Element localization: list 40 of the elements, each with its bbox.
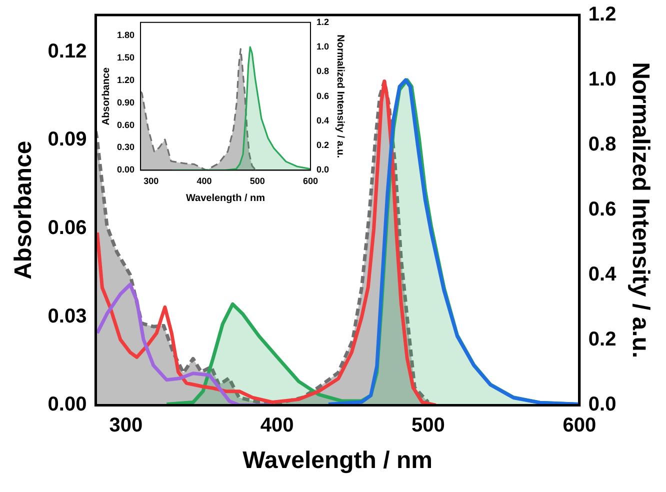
y-tick-label: 1.80 (116, 30, 135, 40)
x-tick-label: 500 (412, 414, 445, 437)
y2-axis-title: Normalized Intensity / a.u. (626, 62, 654, 358)
x-tick-label: 300 (144, 176, 159, 186)
y-tick-label: 0.60 (116, 120, 135, 130)
y-tick-label: 0.03 (48, 305, 87, 328)
y-tick-label: 0.90 (116, 97, 135, 108)
y2-tick-label: 0.2 (588, 328, 616, 351)
y-axis-title: Absorbance (100, 66, 112, 126)
y-tick-label: 0.00 (48, 394, 87, 416)
x-tick-label: 400 (196, 176, 212, 186)
y2-tick-label: 0.8 (316, 66, 330, 76)
y-axis-title: Absorbance (10, 140, 38, 280)
y-tick-label: 1.50 (116, 52, 135, 62)
x-axis-title: Wavelength / nm (242, 447, 432, 474)
x-tick-label: 600 (562, 414, 596, 437)
y-tick-label: 0.00 (116, 164, 135, 175)
y2-tick-label: 0.0 (588, 394, 616, 416)
x-tick-label: 300 (109, 414, 143, 437)
x-tick-label: 400 (260, 414, 294, 437)
y-tick-label: 0.30 (116, 142, 135, 152)
y2-tick-label: 1.0 (316, 42, 330, 52)
y2-tick-label: 1.2 (588, 4, 616, 26)
y2-tick-label: 0.4 (316, 115, 330, 126)
x-tick-label: 600 (302, 176, 318, 186)
y2-tick-label: 0.0 (316, 164, 330, 175)
y-tick-label: 0.09 (48, 128, 87, 151)
y-tick-label: 0.06 (48, 217, 87, 240)
y-tick-label: 0.12 (48, 40, 87, 62)
x-tick-label: 500 (250, 176, 265, 186)
y2-axis-title: Normalized Intensity / a.u. (334, 34, 346, 158)
x-axis-title: Wavelength / nm (186, 192, 266, 204)
y2-tick-label: 1.2 (316, 16, 330, 27)
y-tick-label: 1.20 (116, 74, 135, 85)
y2-tick-label: 0.4 (588, 264, 618, 286)
y2-tick-label: 0.6 (316, 90, 330, 101)
y2-tick-label: 1.0 (588, 68, 616, 91)
y2-tick-label: 0.2 (316, 140, 330, 150)
y2-tick-label: 0.6 (588, 198, 616, 221)
y2-tick-label: 0.8 (588, 134, 616, 156)
